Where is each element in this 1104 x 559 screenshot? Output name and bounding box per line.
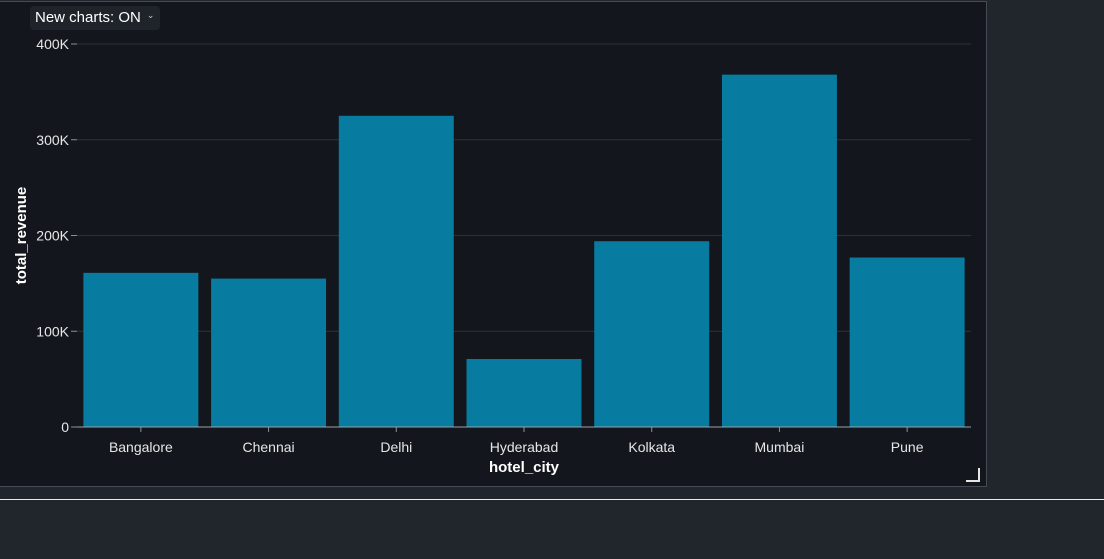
y-tick-label: 0 <box>61 419 69 435</box>
new-charts-toggle-label: New charts: ON <box>35 9 141 26</box>
x-tick-label: Kolkata <box>628 439 675 455</box>
x-tick-label: Hyderabad <box>490 439 559 455</box>
bars <box>83 74 965 427</box>
resize-handle[interactable] <box>966 468 980 482</box>
y-tick-label: 400K <box>36 36 69 52</box>
y-tick-label: 100K <box>36 323 69 339</box>
bar-mumbai[interactable] <box>721 74 837 427</box>
bar-chennai[interactable] <box>211 278 327 427</box>
y-tick-label: 300K <box>36 132 69 148</box>
x-tick-label: Delhi <box>380 439 412 455</box>
x-tick-label: Bangalore <box>109 439 173 455</box>
bar-delhi[interactable] <box>338 115 454 427</box>
bar-kolkata[interactable] <box>594 241 710 427</box>
x-axis-title: hotel_city <box>489 459 560 476</box>
x-tick-label: Mumbai <box>755 439 805 455</box>
x-tick-label: Chennai <box>242 439 294 455</box>
bar-hyderabad[interactable] <box>466 359 582 427</box>
y-axis-title: total_revenue <box>13 187 30 285</box>
x-tick-label: Pune <box>891 439 924 455</box>
bar-chart: 0 100K 200K 300K 400K Bangalore Chennai Delhi Hy… <box>13 36 971 476</box>
bar-pune[interactable] <box>849 257 965 427</box>
chevron-down-icon: ⌄ <box>146 10 155 20</box>
y-tick-label: 200K <box>36 228 69 244</box>
panel-divider <box>0 499 1104 500</box>
new-charts-toggle[interactable]: New charts: ON ⌄ <box>30 6 161 30</box>
chart-panel: New charts: ON ⌄ 0 100K 200K 300K 400K Bangal… <box>0 1 987 487</box>
bar-bangalore[interactable] <box>83 272 199 427</box>
axes: 0 100K 200K 300K 400K Bangalore Chennai Delhi Hy… <box>36 36 971 455</box>
